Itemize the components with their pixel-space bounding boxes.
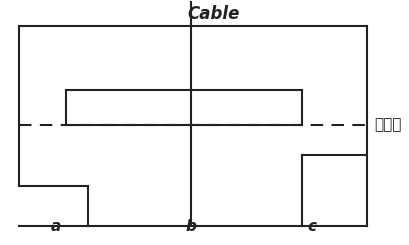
Text: Cable: Cable: [187, 5, 239, 23]
Text: 信号线: 信号线: [373, 117, 401, 133]
Text: a: a: [50, 219, 61, 234]
Text: c: c: [307, 219, 316, 234]
Text: b: b: [185, 219, 196, 234]
